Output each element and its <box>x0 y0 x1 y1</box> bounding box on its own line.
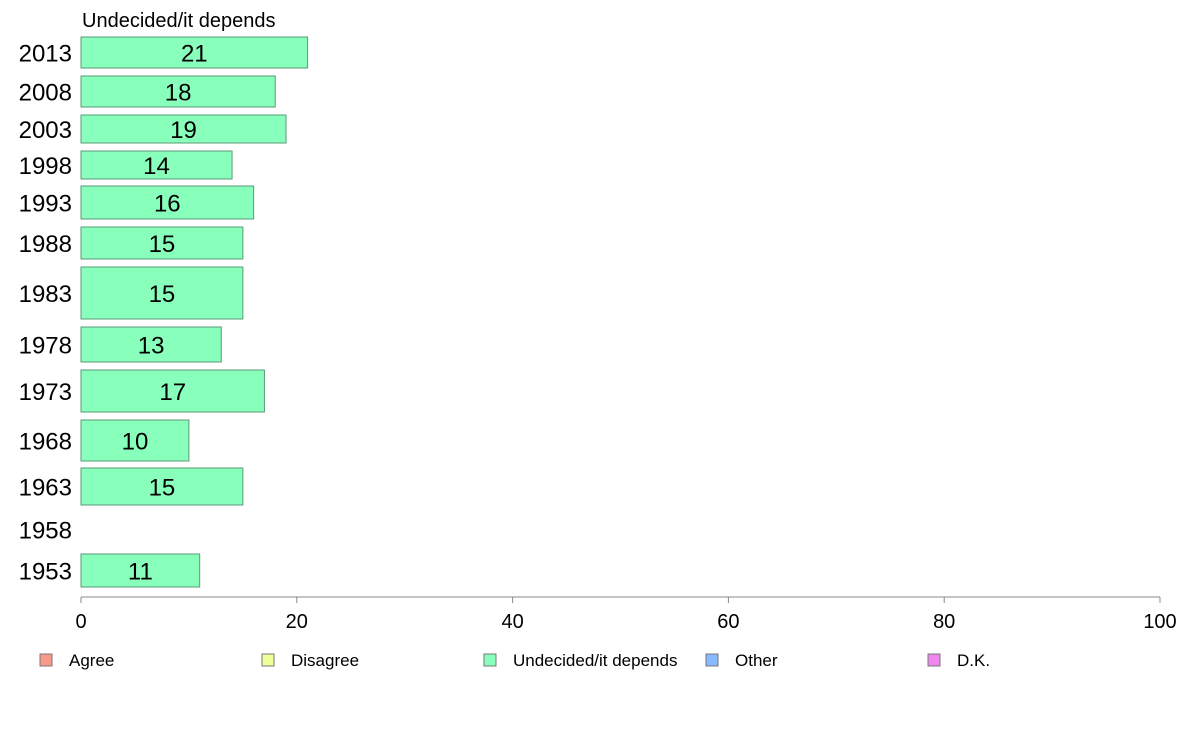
legend-label: Other <box>735 651 778 670</box>
bar-value-label: 14 <box>143 153 170 180</box>
bar <box>80 36 309 69</box>
legend-swatch <box>705 653 719 667</box>
legend-label: Disagree <box>291 651 359 670</box>
year-label: 1998 <box>19 153 72 180</box>
year-label: 2008 <box>19 80 72 107</box>
legend-swatch <box>927 653 941 667</box>
year-label: 1963 <box>19 475 72 502</box>
x-tick-label: 0 <box>75 611 86 633</box>
bar-value-label: 15 <box>149 475 176 502</box>
bar-value-label: 10 <box>122 429 149 456</box>
x-tick-label: 20 <box>286 611 308 633</box>
x-tick-label: 100 <box>1143 611 1176 633</box>
bar-group: 2013 21 2008 18 2003 19 1998 14 1993 16 1988 15 1983… <box>19 36 309 588</box>
legend-label: D.K. <box>957 651 990 670</box>
bar <box>80 75 276 108</box>
bar-value-label: 17 <box>159 379 186 406</box>
year-label: 1968 <box>19 429 72 456</box>
year-label: 2003 <box>19 117 72 144</box>
x-tick-label: 80 <box>933 611 955 633</box>
legend-swatch <box>261 653 275 667</box>
legend-label: Agree <box>69 651 114 670</box>
bar <box>80 114 287 144</box>
bar-value-label: 15 <box>149 231 176 258</box>
year-label: 1953 <box>19 559 72 586</box>
bar <box>80 185 255 220</box>
year-label: 1983 <box>19 281 72 308</box>
year-label: 1978 <box>19 333 72 360</box>
legend: Agree Disagree Undecided/it depends Other D.… <box>39 651 990 670</box>
x-tick-label: 40 <box>501 611 523 633</box>
chart-title: Undecided/it depends <box>82 10 275 32</box>
year-label: 1988 <box>19 231 72 258</box>
bar <box>80 553 201 588</box>
bar <box>80 266 244 320</box>
bar <box>80 326 222 363</box>
bar-value-label: 15 <box>149 281 176 308</box>
x-tick-label: 60 <box>717 611 739 633</box>
legend-label: Undecided/it depends <box>513 651 677 670</box>
bar-value-label: 18 <box>165 80 192 107</box>
bar <box>80 226 244 260</box>
bar-value-label: 21 <box>181 41 208 68</box>
bar <box>80 419 190 462</box>
year-label: 2013 <box>19 41 72 68</box>
bar <box>80 150 233 180</box>
legend-swatch <box>39 653 53 667</box>
x-axis: 0 20 40 60 80 100 <box>75 596 1177 633</box>
bar <box>80 467 244 506</box>
year-label: 1973 <box>19 379 72 406</box>
year-label: 1993 <box>19 191 72 218</box>
bar-value-label: 11 <box>128 559 153 586</box>
year-label: 1958 <box>19 518 72 545</box>
bar-value-label: 16 <box>154 191 181 218</box>
legend-swatch <box>483 653 497 667</box>
bar <box>80 369 265 413</box>
bar-value-label: 19 <box>170 117 197 144</box>
bar-value-label: 13 <box>138 333 165 360</box>
